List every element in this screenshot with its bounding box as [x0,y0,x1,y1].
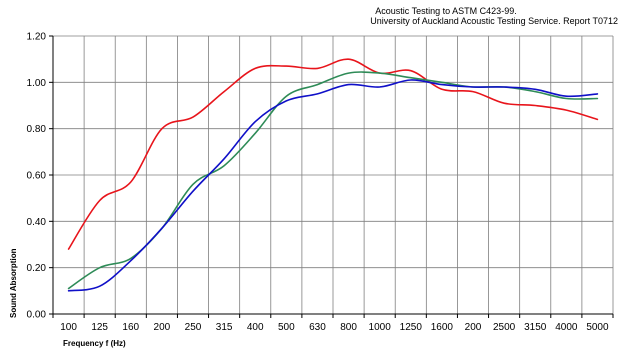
x-tick-label: 200 [465,322,482,333]
x-tick-label: 1000 [369,322,392,333]
grid-lines [52,35,614,315]
x-tick-label: 1250 [400,322,423,333]
x-tick-label: 630 [309,322,326,333]
y-tick-labels: 0.00 0.20 0.40 0.60 0.80 1.00 1.20 [27,32,47,321]
y-tick-label: 0.20 [27,263,47,274]
series-line-1 [67,58,599,250]
x-tick-label: 250 [185,322,202,333]
series-lines [67,58,599,292]
plot-frame [49,35,614,318]
x-tick-label: 100 [60,322,77,333]
x-tick-label: 200 [154,322,171,333]
x-tick-label: 125 [91,322,108,333]
y-axis-label: Sound Absorption [9,248,18,318]
annotation-standard: Acoustic Testing to ASTM C423-99. [375,6,517,16]
y-tick-label: 0.00 [27,310,47,321]
series-line-3 [67,79,599,292]
x-tick-label: 3150 [524,322,547,333]
y-tick-label: 0.60 [27,171,47,182]
x-tick-label: 1600 [431,322,454,333]
annotation-report: University of Auckland Acoustic Testing … [370,16,618,26]
x-tick-label: 2500 [493,322,516,333]
x-tick-label: 5000 [586,322,609,333]
x-tick-label: 160 [122,322,139,333]
x-tick-label: 315 [216,322,233,333]
y-tick-label: 0.40 [27,217,47,228]
x-tick-label: 800 [340,322,357,333]
x-tick-label: 4000 [555,322,578,333]
y-tick-label: 1.00 [27,78,47,89]
x-tick-label: 400 [247,322,264,333]
y-tick-label: 0.80 [27,124,47,135]
x-tick-labels: 100 125 160 200 250 315 400 500 630 800 1000 1250 16… [60,322,609,333]
y-tick-label: 1.20 [27,32,47,43]
x-tick-label: 500 [278,322,295,333]
x-axis-label: Frequency f (Hz) [63,339,126,348]
